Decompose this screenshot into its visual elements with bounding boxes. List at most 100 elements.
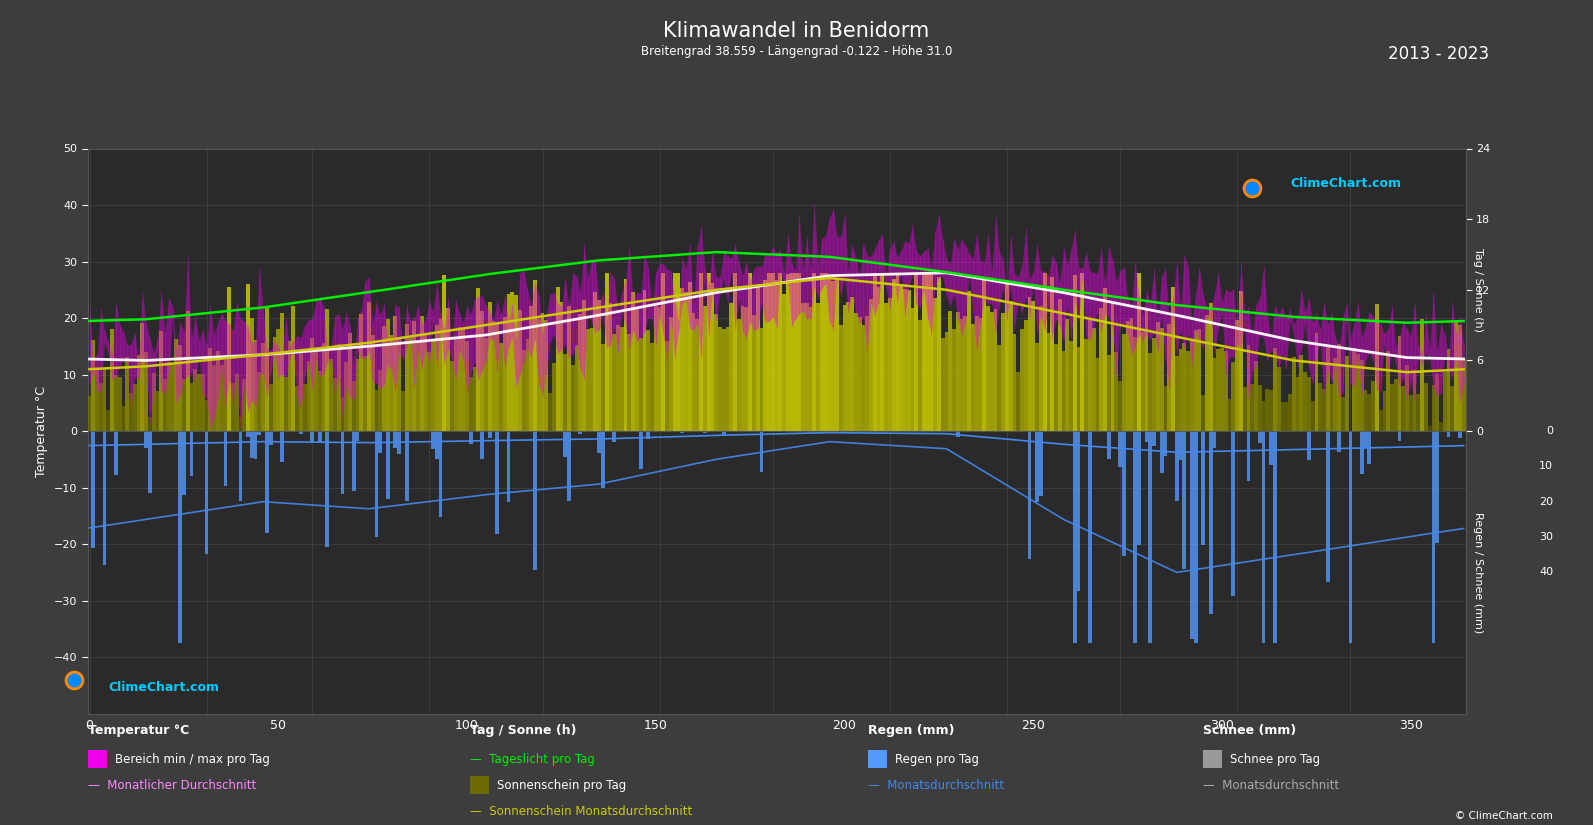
Bar xyxy=(432,341,435,431)
Bar xyxy=(639,431,642,469)
Bar xyxy=(107,410,110,431)
Bar xyxy=(1443,372,1446,431)
Bar xyxy=(1066,319,1069,431)
Bar xyxy=(726,327,730,431)
Bar xyxy=(1325,431,1330,582)
Bar xyxy=(972,324,975,431)
Bar xyxy=(744,307,749,431)
Bar xyxy=(451,361,454,431)
Bar xyxy=(967,290,972,431)
Bar xyxy=(495,431,499,534)
Bar xyxy=(1289,394,1292,431)
Bar xyxy=(1330,384,1333,431)
Bar xyxy=(760,431,763,473)
Bar xyxy=(851,297,854,431)
Bar xyxy=(578,314,581,431)
Bar xyxy=(1391,384,1394,431)
Bar xyxy=(253,431,258,459)
Bar xyxy=(1360,431,1364,474)
Bar xyxy=(1126,322,1129,431)
Bar xyxy=(473,367,476,431)
Bar xyxy=(507,295,510,431)
Bar xyxy=(178,431,182,643)
Bar xyxy=(1454,320,1458,431)
Bar xyxy=(798,273,801,431)
Bar xyxy=(1179,349,1182,431)
Bar xyxy=(537,318,540,431)
Bar xyxy=(1152,431,1157,446)
Text: —  Sonnenschein Monatsdurchschnitt: — Sonnenschein Monatsdurchschnitt xyxy=(470,805,693,818)
Bar xyxy=(707,273,710,431)
Bar xyxy=(1133,431,1137,643)
Bar xyxy=(1152,338,1157,431)
Bar xyxy=(1451,386,1454,431)
Bar xyxy=(341,431,344,494)
Bar xyxy=(151,373,156,431)
Text: © ClimeChart.com: © ClimeChart.com xyxy=(1456,811,1553,821)
Bar xyxy=(1394,379,1397,431)
Bar xyxy=(1319,384,1322,431)
Bar xyxy=(1333,358,1337,431)
Bar xyxy=(295,386,299,431)
Bar xyxy=(609,304,612,431)
Bar xyxy=(876,287,881,431)
Bar xyxy=(1322,389,1325,431)
Bar xyxy=(1247,345,1251,431)
Bar xyxy=(1201,395,1204,431)
Bar xyxy=(1273,348,1278,431)
Bar xyxy=(190,383,193,431)
Bar xyxy=(672,273,677,431)
Bar xyxy=(722,329,726,431)
Text: Regen pro Tag: Regen pro Tag xyxy=(895,752,980,766)
Bar xyxy=(288,342,292,431)
Bar xyxy=(178,345,182,431)
Bar xyxy=(1069,341,1074,431)
Bar xyxy=(303,384,306,431)
Text: 30: 30 xyxy=(1539,532,1553,542)
Bar xyxy=(1284,402,1289,431)
Bar xyxy=(1223,351,1228,431)
Bar xyxy=(1311,401,1314,431)
Bar xyxy=(997,345,1002,431)
Bar xyxy=(903,289,906,431)
Bar xyxy=(741,306,744,431)
Text: ClimeChart.com: ClimeChart.com xyxy=(108,681,220,694)
Bar xyxy=(1193,431,1198,643)
Bar xyxy=(760,328,763,431)
Bar xyxy=(1278,367,1281,431)
Bar xyxy=(1356,354,1360,431)
Bar xyxy=(421,316,424,431)
Bar xyxy=(1024,320,1027,431)
Bar xyxy=(145,352,148,431)
Bar xyxy=(1008,301,1013,431)
Bar xyxy=(620,327,624,431)
Bar xyxy=(1118,431,1121,467)
Bar xyxy=(397,337,401,431)
Bar xyxy=(1160,431,1163,473)
Bar xyxy=(548,393,551,431)
Bar xyxy=(597,431,601,453)
Bar xyxy=(325,431,330,547)
Bar xyxy=(264,431,269,533)
Bar xyxy=(1204,314,1209,431)
Bar xyxy=(922,273,926,431)
Bar xyxy=(1265,389,1270,431)
Text: Tag / Sonne (h): Tag / Sonne (h) xyxy=(470,724,577,737)
Bar xyxy=(366,302,371,431)
Bar xyxy=(1247,431,1251,481)
Bar xyxy=(1273,431,1278,643)
Bar xyxy=(1262,431,1265,643)
Text: Schnee pro Tag: Schnee pro Tag xyxy=(1230,752,1321,766)
Bar xyxy=(204,431,209,554)
Bar xyxy=(371,335,374,431)
Bar xyxy=(824,273,827,431)
Bar xyxy=(1408,395,1413,431)
Bar xyxy=(1171,287,1176,431)
Bar xyxy=(680,431,683,433)
Text: 10: 10 xyxy=(1539,461,1553,471)
Bar xyxy=(782,294,785,431)
Bar xyxy=(564,354,567,431)
Bar xyxy=(1035,343,1039,431)
Bar xyxy=(344,361,349,431)
Bar xyxy=(714,314,718,431)
